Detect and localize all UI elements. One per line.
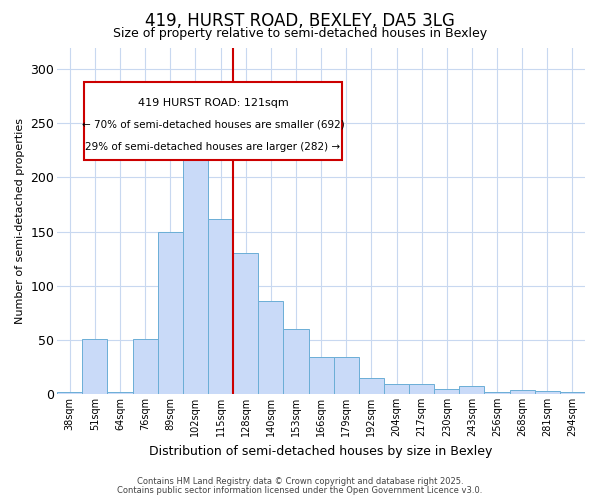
- Bar: [308, 357, 334, 394]
- Bar: [258, 301, 283, 394]
- Bar: [409, 384, 434, 394]
- Text: Size of property relative to semi-detached houses in Bexley: Size of property relative to semi-detach…: [113, 28, 487, 40]
- Bar: [133, 339, 158, 394]
- Text: 419, HURST ROAD, BEXLEY, DA5 3LG: 419, HURST ROAD, BEXLEY, DA5 3LG: [145, 12, 455, 30]
- Bar: [509, 390, 535, 394]
- Bar: [434, 388, 460, 394]
- Bar: [334, 357, 359, 394]
- Bar: [158, 232, 183, 394]
- Bar: [208, 218, 233, 394]
- Bar: [283, 329, 308, 394]
- Bar: [57, 392, 82, 394]
- Bar: [183, 150, 208, 394]
- Text: Contains HM Land Registry data © Crown copyright and database right 2025.: Contains HM Land Registry data © Crown c…: [137, 477, 463, 486]
- Text: 29% of semi-detached houses are larger (282) →: 29% of semi-detached houses are larger (…: [85, 142, 341, 152]
- Bar: [560, 392, 585, 394]
- Text: ← 70% of semi-detached houses are smaller (692): ← 70% of semi-detached houses are smalle…: [82, 120, 344, 130]
- Bar: [107, 392, 133, 394]
- X-axis label: Distribution of semi-detached houses by size in Bexley: Distribution of semi-detached houses by …: [149, 444, 493, 458]
- Bar: [535, 391, 560, 394]
- Bar: [359, 378, 384, 394]
- Bar: [384, 384, 409, 394]
- Bar: [460, 386, 484, 394]
- Bar: [484, 392, 509, 394]
- Text: Contains public sector information licensed under the Open Government Licence v3: Contains public sector information licen…: [118, 486, 482, 495]
- Bar: [233, 253, 258, 394]
- Text: 419 HURST ROAD: 121sqm: 419 HURST ROAD: 121sqm: [137, 98, 289, 108]
- Y-axis label: Number of semi-detached properties: Number of semi-detached properties: [15, 118, 25, 324]
- Bar: [82, 339, 107, 394]
